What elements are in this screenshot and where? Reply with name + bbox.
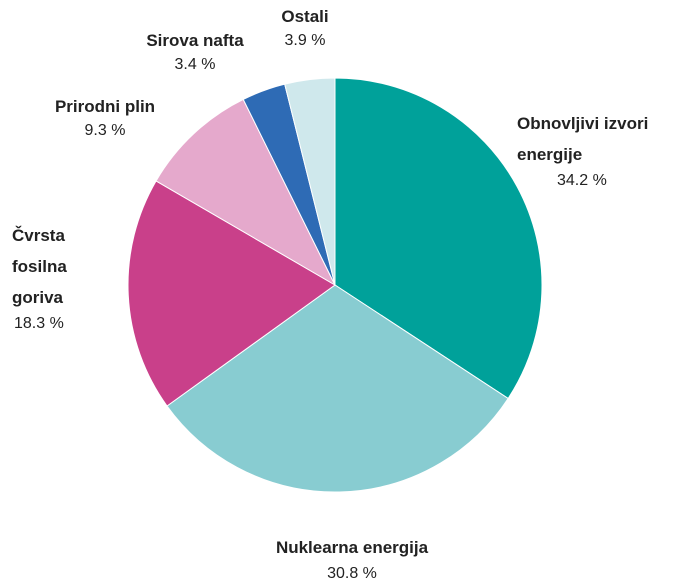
pie-slice: [166, 284, 509, 493]
slice-label: Ostali 3.9 %: [255, 4, 355, 52]
category-label: Nuklearna energija: [275, 538, 429, 557]
category-label: Čvrsta fosilna goriva: [12, 226, 67, 307]
category-label: Prirodni plin: [54, 97, 156, 116]
value-label: 34.2 %: [557, 172, 607, 189]
slice-label: Nuklearna energija 30.8 %: [202, 532, 502, 585]
slice-label: Sirova nafta 3.4 %: [115, 28, 275, 76]
category-label: Ostali: [281, 7, 329, 26]
slice-label: Čvrsta fosilna goriva 18.3 %: [12, 220, 82, 335]
value-label: 9.3 %: [84, 122, 126, 139]
value-label: 3.4 %: [174, 56, 216, 73]
slice-label: Obnovljivi izvori energije 34.2 %: [517, 108, 686, 192]
category-label: Sirova nafta: [146, 31, 244, 50]
pie-slice: [155, 98, 337, 287]
value-label: 18.3 %: [14, 315, 64, 332]
value-label: 3.9 %: [284, 32, 326, 49]
value-label: 30.8 %: [327, 565, 377, 582]
slice-label: Prirodni plin 9.3 %: [30, 94, 180, 142]
pie-slice: [284, 77, 336, 286]
category-label: Obnovljivi izvori energije: [517, 114, 649, 164]
pie-slice: [127, 180, 336, 407]
